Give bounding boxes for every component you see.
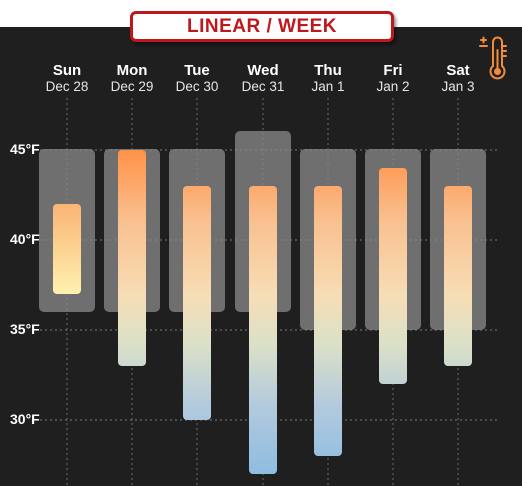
temperature-range-bar (314, 186, 342, 456)
day-header-wed: Wed Dec 31 (231, 62, 295, 95)
day-date: Dec 30 (175, 79, 219, 94)
day-header-sun: Sun Dec 28 (35, 62, 99, 95)
day-name: Sun (52, 62, 82, 79)
day-date: Jan 1 (311, 79, 345, 94)
y-axis-label: 35°F (10, 321, 40, 337)
day-name: Tue (184, 62, 210, 79)
day-header-sat: Sat Jan 3 (426, 62, 490, 95)
thermometer-settings-icon[interactable] (478, 36, 512, 85)
day-header-fri: Fri Jan 2 (361, 62, 425, 95)
view-mode-banner[interactable]: LINEAR / WEEK (130, 11, 394, 42)
y-axis-label: 45°F (10, 141, 40, 157)
view-mode-title: LINEAR / WEEK (186, 15, 338, 37)
day-date: Jan 2 (376, 79, 410, 94)
day-date: Dec 28 (45, 79, 89, 94)
day-date: Dec 31 (241, 79, 285, 94)
day-date: Dec 29 (110, 79, 154, 94)
y-axis-label: 40°F (10, 231, 40, 247)
temperature-range-bar (379, 168, 407, 384)
day-name: Sat (446, 62, 470, 79)
temperature-range-bar (118, 150, 146, 366)
day-name: Fri (383, 62, 403, 79)
day-name: Mon (116, 62, 148, 79)
temperature-range-bar (444, 186, 472, 366)
day-name: Wed (247, 62, 279, 79)
temperature-range-bar (53, 204, 81, 294)
temperature-range-bar (183, 186, 211, 420)
y-axis-label: 30°F (10, 411, 40, 427)
day-header-mon: Mon Dec 29 (100, 62, 164, 95)
day-header-tue: Tue Dec 30 (165, 62, 229, 95)
temperature-range-bar (249, 186, 277, 474)
day-date: Jan 3 (441, 79, 475, 94)
day-header-thu: Thu Jan 1 (296, 62, 360, 95)
day-name: Thu (314, 62, 342, 79)
